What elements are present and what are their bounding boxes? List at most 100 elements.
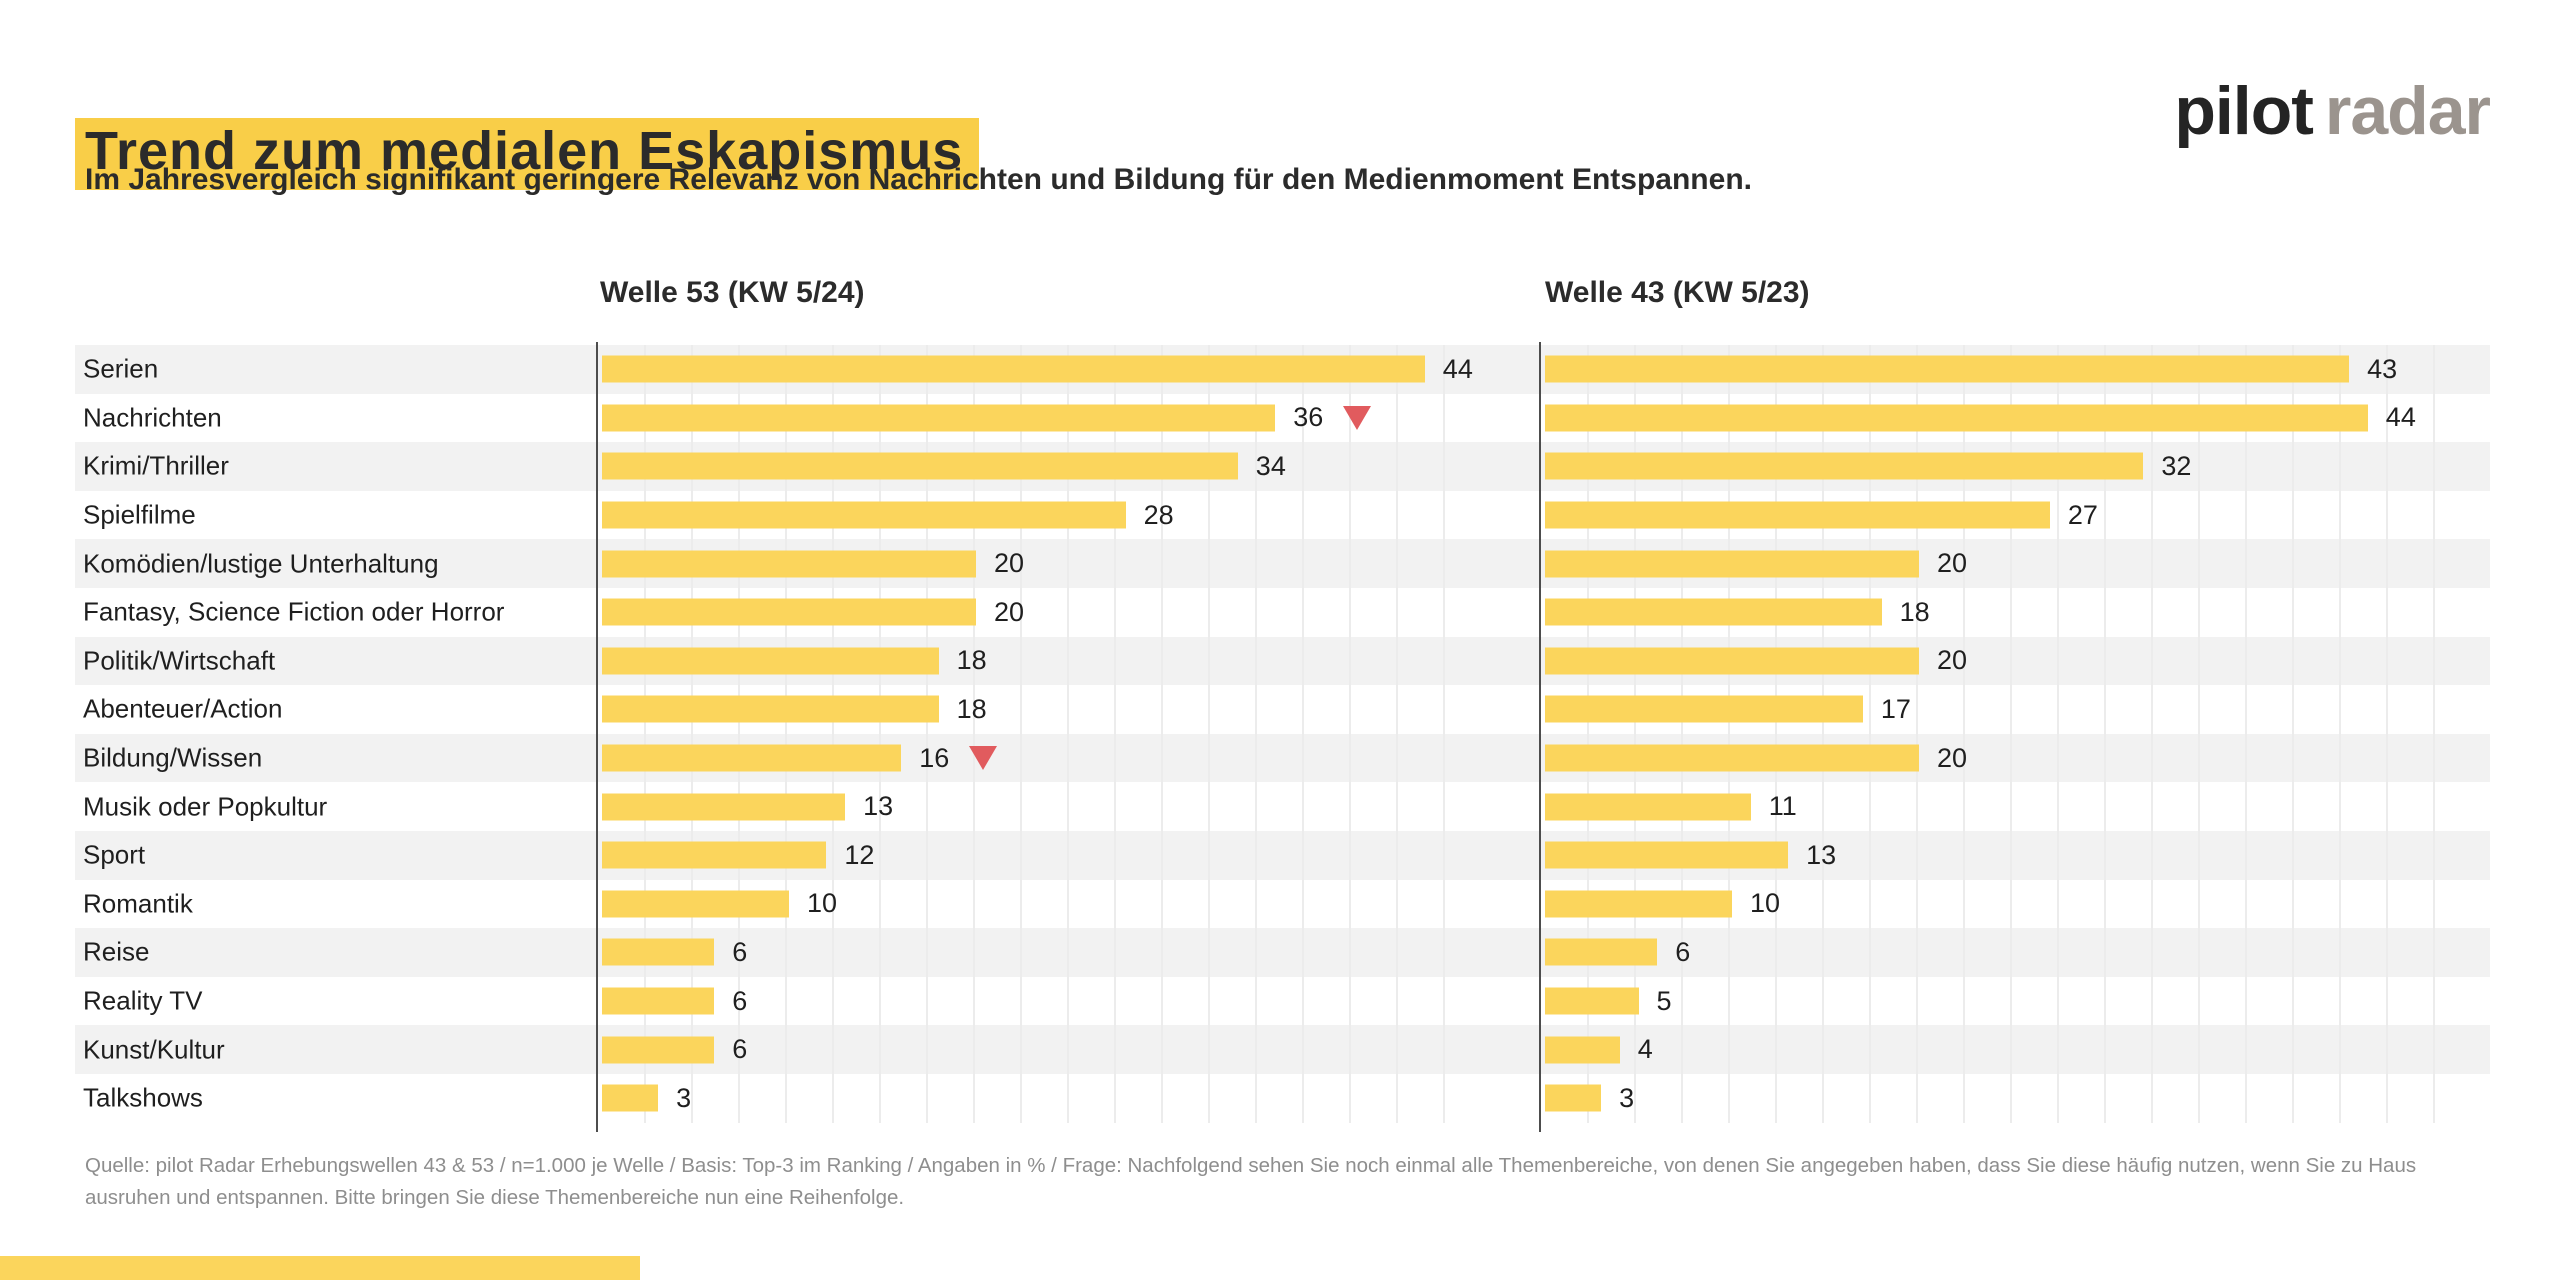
table-row: Sport 12 13	[75, 831, 2490, 880]
category-label: Fantasy, Science Fiction oder Horror	[83, 596, 505, 627]
chart-area-welle43: 20	[1540, 734, 2480, 783]
table-row: Reise 6 6	[75, 928, 2490, 977]
bar-welle53	[602, 598, 976, 626]
chart-area-welle53: 6	[597, 977, 1490, 1026]
category-label: Romantik	[83, 888, 193, 919]
category-label: Komödien/lustige Unterhaltung	[83, 548, 439, 579]
bar-value: 36	[1293, 402, 1324, 433]
bar-value: 13	[863, 791, 894, 822]
category-label: Serien	[83, 353, 159, 384]
chart-area-welle43: 4	[1540, 1025, 2480, 1074]
bar-welle43	[1545, 452, 2144, 480]
table-row: Serien 44 43	[75, 345, 2490, 394]
bar-value: 18	[956, 645, 987, 676]
chart-area-welle53: 3	[597, 1074, 1490, 1123]
bar-welle53	[602, 452, 1238, 480]
significance-down-icon	[1343, 405, 1372, 430]
brand-accent-bar	[0, 1256, 640, 1280]
chart-area-welle53: 20	[597, 588, 1490, 637]
chart-area-welle53: 28	[597, 491, 1490, 540]
bar-welle53	[602, 1084, 659, 1112]
bar-welle53	[602, 695, 939, 723]
category-label: Politik/Wirtschaft	[83, 645, 276, 676]
category-label: Kunst/Kultur	[83, 1034, 225, 1065]
chart-area-welle43: 3	[1540, 1074, 2480, 1123]
table-row: Talkshows 3 3	[75, 1074, 2490, 1123]
bar-value: 11	[1768, 791, 1797, 822]
table-row: Fantasy, Science Fiction oder Horror 20 18	[75, 588, 2490, 637]
page-title: Trend zum medialen Eskapismus	[75, 118, 980, 191]
bar-value: 10	[1750, 888, 1781, 919]
source-note-line1: Quelle: pilot Radar Erhebungswellen 43 &…	[85, 1154, 2417, 1177]
bar-value: 20	[1937, 645, 1968, 676]
bar-welle43	[1545, 744, 1919, 772]
chart-area-welle53: 44	[597, 345, 1490, 394]
chart-area-welle43: 27	[1540, 491, 2480, 540]
bar-welle53	[602, 501, 1126, 529]
bar-value: 6	[732, 936, 748, 967]
bar-welle43	[1545, 355, 2350, 383]
chart-area-welle53: 6	[597, 1025, 1490, 1074]
category-label: Spielfilme	[83, 499, 196, 530]
chart-area-welle43: 20	[1540, 539, 2480, 588]
bar-value: 6	[732, 985, 748, 1016]
chart-area-welle53: 20	[597, 539, 1490, 588]
chart-area-welle43: 11	[1540, 782, 2480, 831]
table-row: Spielfilme 28 27	[75, 491, 2490, 540]
bar-value: 20	[994, 596, 1025, 627]
bar-value: 20	[1937, 548, 1968, 579]
table-row: Reality TV 6 5	[75, 977, 2490, 1026]
bar-value: 44	[1442, 353, 1473, 384]
bar-value: 43	[2367, 353, 2398, 384]
bar-welle43	[1545, 647, 1919, 675]
axis-line-right	[1539, 342, 1541, 1132]
bar-welle53	[602, 550, 976, 578]
bar-value: 20	[1937, 742, 1968, 773]
bar-welle43	[1545, 404, 2368, 432]
bar-value: 16	[919, 742, 950, 773]
bar-welle43	[1545, 598, 1882, 626]
chart-area-welle43: 6	[1540, 928, 2480, 977]
bar-welle53	[602, 793, 846, 821]
bar-welle43	[1545, 793, 1751, 821]
chart-area-welle43: 20	[1540, 637, 2480, 686]
table-row: Nachrichten 36 44	[75, 394, 2490, 443]
bar-value: 6	[732, 1034, 748, 1065]
bar-value: 44	[2385, 402, 2416, 433]
chart-area-welle53: 16	[597, 734, 1490, 783]
logo-pilot-text: pilot	[2174, 73, 2314, 149]
table-row: Abenteuer/Action 18 17	[75, 685, 2490, 734]
bar-value: 18	[956, 693, 987, 724]
logo-radar-text: radar	[2324, 73, 2491, 149]
bar-welle53	[602, 841, 827, 869]
bar-welle43	[1545, 841, 1789, 869]
bar-welle43	[1545, 987, 1639, 1015]
bar-welle53	[602, 987, 715, 1015]
chart-area-welle43: 13	[1540, 831, 2480, 880]
chart-area-welle43: 43	[1540, 345, 2480, 394]
bar-value: 32	[2161, 450, 2192, 481]
column-header-welle53: Welle 53 (KW 5/24)	[600, 276, 865, 309]
chart-area-welle53: 34	[597, 442, 1490, 491]
column-header-welle43: Welle 43 (KW 5/23)	[1545, 276, 1810, 309]
category-label: Bildung/Wissen	[83, 742, 263, 773]
chart-area-welle53: 13	[597, 782, 1490, 831]
chart-area-welle43: 18	[1540, 588, 2480, 637]
significance-down-icon	[969, 746, 998, 771]
bar-value: 20	[994, 548, 1025, 579]
page-subtitle: Im Jahresvergleich signifikant geringere…	[85, 163, 1752, 196]
bar-welle53	[602, 1036, 715, 1064]
chart-area-welle43: 44	[1540, 394, 2480, 443]
bar-welle43	[1545, 1036, 1620, 1064]
table-row: Bildung/Wissen 16 20	[75, 734, 2490, 783]
bar-value: 3	[1619, 1082, 1635, 1113]
bar-value: 4	[1637, 1034, 1653, 1065]
bar-welle53	[602, 647, 939, 675]
chart-area-welle43: 17	[1540, 685, 2480, 734]
bar-welle43	[1545, 938, 1658, 966]
title-highlight: Trend zum medialen Eskapismus	[75, 118, 980, 191]
chart-area-welle53: 18	[597, 637, 1490, 686]
bar-value: 3	[676, 1082, 692, 1113]
table-row: Politik/Wirtschaft 18 20	[75, 637, 2490, 686]
bar-welle53	[602, 355, 1425, 383]
